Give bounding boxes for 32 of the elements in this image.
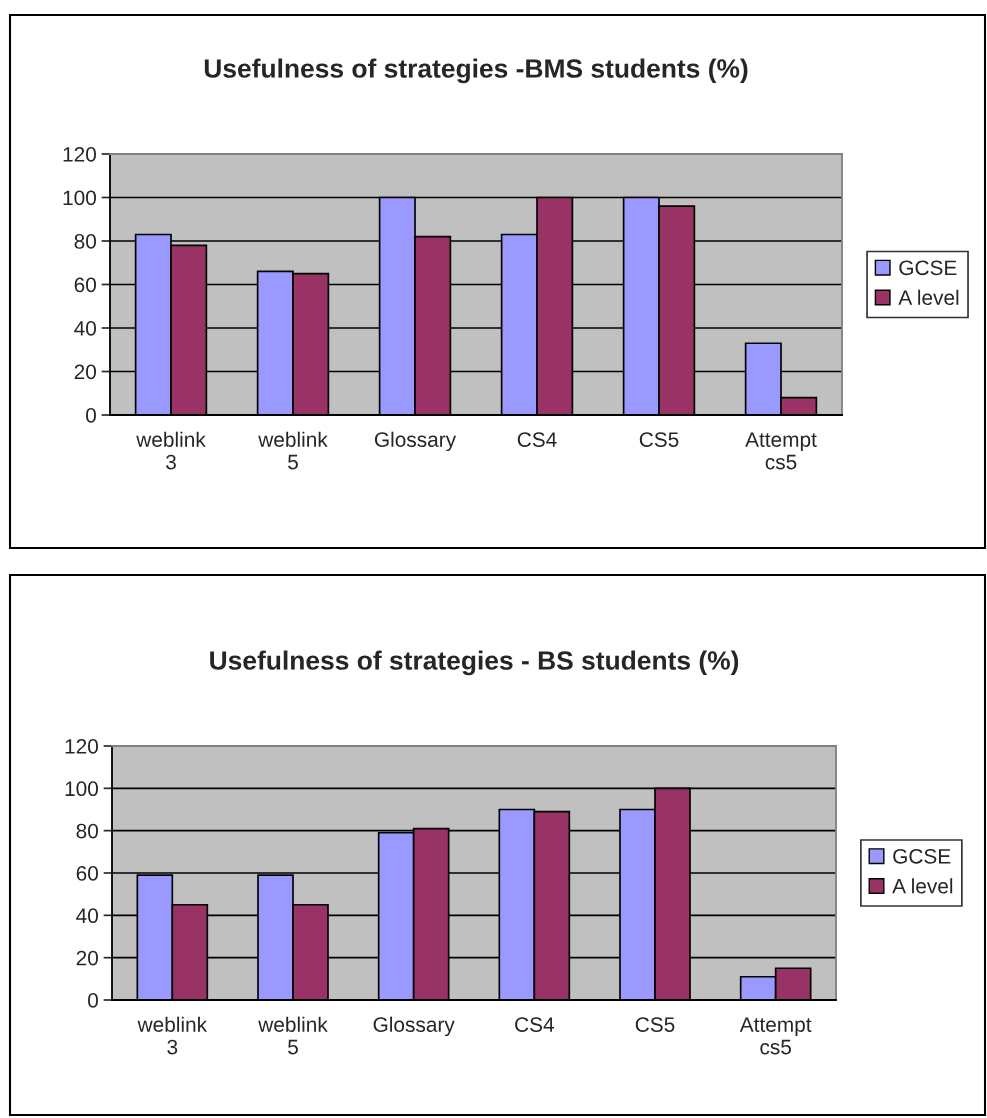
x-tick-label: weblink 5 bbox=[258, 1016, 328, 1055]
y-tick-label: 60 bbox=[76, 866, 98, 881]
y-tick-label: 20 bbox=[74, 364, 96, 380]
x-tick-label: CS5 bbox=[635, 1017, 675, 1032]
x-tick-label: Glossary bbox=[373, 1016, 455, 1037]
x-tick-label: CS4 bbox=[515, 1017, 554, 1032]
y-tick-label: 40 bbox=[76, 908, 98, 924]
x-tick-label: Attempt cs5 bbox=[745, 432, 817, 470]
y-tick-label: 80 bbox=[74, 234, 96, 249]
x-tick-label: weblink 5 bbox=[258, 431, 328, 470]
legend-label: A level bbox=[892, 878, 953, 894]
x-tick-label: CS5 bbox=[639, 432, 679, 447]
y-tick-label: 0 bbox=[88, 993, 98, 1008]
y-tick-label: 100 bbox=[65, 781, 98, 797]
x-tick-label: weblink 3 bbox=[136, 431, 206, 470]
y-tick-label: 0 bbox=[86, 408, 96, 423]
y-tick-label: 60 bbox=[74, 277, 96, 293]
x-tick-label: Glossary bbox=[374, 431, 457, 452]
y-tick-label: 120 bbox=[63, 147, 96, 162]
y-tick-label: 40 bbox=[74, 321, 96, 336]
x-tick-label: weblink 3 bbox=[137, 1016, 208, 1055]
y-tick-label: 120 bbox=[65, 739, 98, 754]
x-tick-label: Attempt cs5 bbox=[739, 1017, 812, 1055]
y-tick-label: 80 bbox=[76, 823, 98, 839]
chart-title: Usefulness of strategies - BS students (%) bbox=[210, 650, 739, 676]
y-tick-label: 100 bbox=[63, 190, 96, 206]
x-tick-label: CS4 bbox=[517, 432, 557, 447]
chart-title: Usefulness of strategies -BMS students (%) bbox=[204, 58, 748, 84]
legend-label: A level bbox=[898, 289, 959, 306]
legend-label: GCSE bbox=[893, 848, 951, 864]
y-tick-label: 20 bbox=[76, 950, 98, 966]
legend-label: GCSE bbox=[899, 260, 957, 276]
